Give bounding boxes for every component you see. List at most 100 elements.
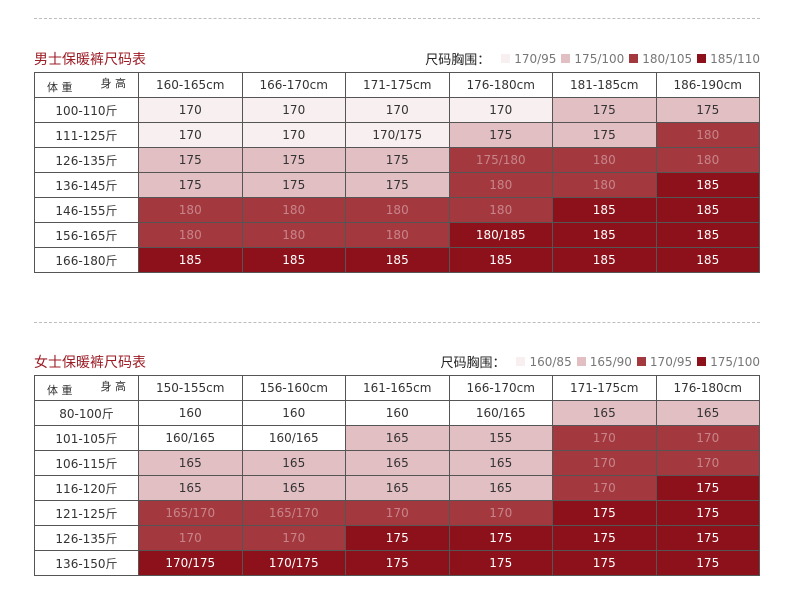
- women-legend-label: 尺码胸围：: [440, 356, 506, 371]
- table-row: 156-165斤 180 180 180 180/185 185 185: [34, 222, 760, 248]
- size-cell: 165: [448, 475, 553, 501]
- legend-swatch: [697, 54, 707, 63]
- table-row: 116-120斤 165 165 165 165 170 175: [34, 475, 760, 501]
- middle-divider: [34, 322, 760, 323]
- legend-swatch: [576, 357, 586, 366]
- size-cell: 180: [448, 172, 553, 198]
- size-cell: 170: [552, 475, 657, 501]
- size-cell: 160: [138, 400, 243, 426]
- size-cell: 185: [552, 222, 657, 248]
- column-header: 160-165cm: [138, 72, 243, 98]
- size-cell: 170: [138, 525, 243, 551]
- table-row: 106-115斤 165 165 165 165 170 170: [34, 450, 760, 476]
- legend-text: 175/100: [710, 354, 760, 369]
- size-cell: 180: [345, 197, 450, 223]
- size-cell: 185: [345, 247, 450, 273]
- table-row: 111-125斤 170 170 170/175 175 175 180: [34, 122, 760, 148]
- size-cell: 175: [655, 97, 760, 123]
- table-row: 146-155斤 180 180 180 180 185 185: [34, 197, 760, 223]
- size-cell: 165: [241, 450, 346, 476]
- table-row: 121-125斤 165/170 165/170 170 170 175 175: [34, 500, 760, 526]
- size-cell: 180: [655, 147, 760, 173]
- size-cell: 180: [448, 197, 553, 223]
- size-cell: 185: [655, 172, 760, 198]
- weight-axis-label: 体 重: [47, 384, 73, 397]
- size-cell: 155: [448, 425, 553, 451]
- size-cell: 160/165: [138, 425, 243, 451]
- size-cell: 185: [655, 222, 760, 248]
- height-axis-label: 身 高: [100, 77, 127, 90]
- men-size-section: 男士保暖裤尺码表 尺码胸围： 170/95 175/100 180/105 18…: [34, 49, 760, 281]
- size-cell: 175: [448, 525, 553, 551]
- size-cell: 180: [138, 197, 243, 223]
- size-cell: 160/165: [241, 425, 346, 451]
- women-legend-item: 165/90: [576, 355, 632, 369]
- size-cell: 165/170: [138, 500, 243, 526]
- row-header: 101-105斤: [34, 425, 139, 451]
- men-legend-item: 170/95: [501, 52, 556, 66]
- size-cell: 175: [655, 525, 760, 551]
- size-cell: 170: [552, 450, 657, 476]
- column-header: 176-180cm: [448, 72, 553, 98]
- column-header: 171-175cm: [345, 72, 450, 98]
- legend-text: 185/110: [710, 51, 760, 66]
- size-cell: 165: [241, 475, 346, 501]
- column-header: 166-170cm: [241, 72, 346, 98]
- weight-axis-label: 体 重: [47, 81, 73, 94]
- row-header: 156-165斤: [34, 222, 139, 248]
- size-cell: 175: [552, 97, 657, 123]
- size-cell: 185: [655, 197, 760, 223]
- size-cell: 170: [345, 500, 450, 526]
- women-legend: 尺码胸围： 160/85 165/90 170/95 175/100: [440, 352, 760, 372]
- legend-swatch: [516, 357, 526, 366]
- legend-swatch: [636, 357, 646, 366]
- legend-swatch: [629, 54, 639, 63]
- size-cell: 165: [448, 450, 553, 476]
- column-header: 150-155cm: [138, 375, 243, 401]
- column-header: 156-160cm: [241, 375, 346, 401]
- size-cell: 175: [655, 550, 760, 576]
- table-corner-cell: 身 高 体 重: [34, 72, 139, 98]
- table-row: 166-180斤 185 185 185 185 185 185: [34, 247, 760, 273]
- women-chart-title: 女士保暖裤尺码表: [34, 355, 146, 371]
- size-cell: 170/175: [241, 550, 346, 576]
- table-header-row: 身 高 体 重 150-155cm 156-160cm 161-165cm 16…: [34, 375, 760, 401]
- size-cell: 165: [655, 400, 760, 426]
- table-row: 101-105斤 160/165 160/165 165 155 170 170: [34, 425, 760, 451]
- column-header: 161-165cm: [345, 375, 450, 401]
- size-cell: 160: [241, 400, 346, 426]
- size-cell: 180: [552, 172, 657, 198]
- row-header: 80-100斤: [34, 400, 139, 426]
- legend-swatch: [561, 54, 571, 63]
- legend-text: 180/105: [642, 51, 693, 66]
- size-cell: 170: [241, 525, 346, 551]
- top-divider: [34, 18, 760, 19]
- table-row: 126-135斤 170 170 175 175 175 175: [34, 525, 760, 551]
- size-cell: 175: [552, 500, 657, 526]
- column-header: 166-170cm: [448, 375, 553, 401]
- size-cell: 175: [345, 550, 450, 576]
- size-cell: 175: [448, 122, 553, 148]
- size-cell: 170: [138, 122, 243, 148]
- size-cell: 175: [138, 147, 243, 173]
- table-row: 136-145斤 175 175 175 180 180 185: [34, 172, 760, 198]
- size-cell: 170: [655, 425, 760, 451]
- size-cell: 175: [345, 147, 450, 173]
- legend-text: 175/100: [574, 51, 625, 66]
- size-cell: 165/170: [241, 500, 346, 526]
- women-size-section: 女士保暖裤尺码表 尺码胸围： 160/85 165/90 170/95 175/…: [34, 352, 760, 584]
- size-cell: 170: [138, 97, 243, 123]
- size-cell: 170: [655, 450, 760, 476]
- size-cell: 175: [552, 122, 657, 148]
- men-legend-label: 尺码胸围：: [425, 53, 491, 68]
- table-row: 126-135斤 175 175 175 175/180 180 180: [34, 147, 760, 173]
- women-legend-item: 160/85: [516, 355, 572, 369]
- table-header-row: 身 高 体 重 160-165cm 166-170cm 171-175cm 17…: [34, 72, 760, 98]
- size-cell: 165: [345, 450, 450, 476]
- row-header: 111-125斤: [34, 122, 139, 148]
- legend-text: 170/95: [514, 51, 557, 66]
- size-cell: 185: [448, 247, 553, 273]
- women-legend-item: 170/95: [636, 355, 692, 369]
- men-chart-title: 男士保暖裤尺码表: [34, 52, 146, 68]
- size-cell: 165: [138, 450, 243, 476]
